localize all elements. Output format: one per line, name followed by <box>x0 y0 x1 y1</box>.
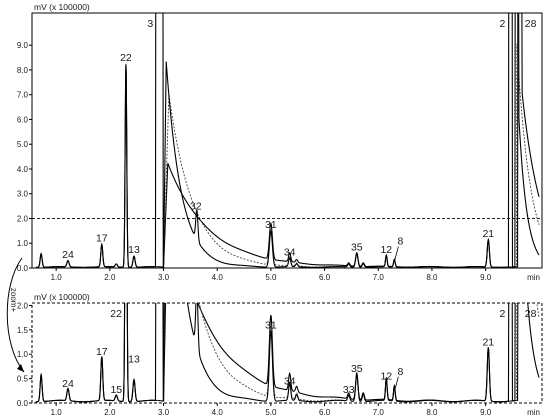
zoom-label: zoom+ <box>9 288 18 313</box>
top-chromatogram-panel: 0.0 1.0 2.0 3.0 4.0 5.0 6.0 7.0 8.0 9.0 1.0 2.0 3.0 4… <box>17 2 543 282</box>
y-tick-label: 8.0 <box>17 66 29 75</box>
peak-label: 24 <box>62 249 74 261</box>
zoom-arrow-head <box>17 364 24 372</box>
peak-label: 12 <box>380 244 392 256</box>
peak-label: 17 <box>96 233 108 245</box>
x-tick-label: 6.0 <box>319 273 331 282</box>
chromatogram-trace-dashed <box>35 43 540 268</box>
peak-label: 35 <box>351 363 363 375</box>
peak-label: 13 <box>128 353 140 365</box>
x-tick-label: 2.0 <box>104 408 116 417</box>
y-tick-label: 0.0 <box>17 264 29 273</box>
peak-label: 8 <box>397 236 403 248</box>
peak-label: 28 <box>525 308 537 320</box>
peak-label: 2 <box>500 18 506 30</box>
peak-leader-line <box>394 246 399 260</box>
y-tick-label: 9.0 <box>17 41 29 50</box>
x-tick-label: 3.0 <box>158 273 170 282</box>
peak-label: 8 <box>397 366 403 378</box>
x-tick-label: 9.0 <box>480 273 492 282</box>
plot-frame <box>31 12 543 269</box>
y-tick-label: 0.5 <box>17 375 29 384</box>
y-tick-label: 2.0 <box>17 301 29 310</box>
x-tick-label: 9.0 <box>480 408 492 417</box>
y-tick-label: 4.0 <box>17 165 29 174</box>
x-tick-label: 7.0 <box>373 408 385 417</box>
y-axis-label: mV (x 100000) <box>34 2 90 12</box>
peak-label: 24 <box>62 378 74 390</box>
y-tick-label: 7.0 <box>17 91 29 100</box>
x-axis-label: min <box>527 408 540 417</box>
peak-label: 21 <box>482 228 494 240</box>
x-axis-label: min <box>527 273 540 282</box>
x-tick-label: 5.0 <box>265 408 277 417</box>
peak-label: 12 <box>380 370 392 382</box>
peak-label: 28 <box>525 18 537 30</box>
peak-label: 31 <box>265 319 277 331</box>
chromatogram-trace-main <box>35 303 540 403</box>
peak-label: 35 <box>351 241 363 253</box>
peak-label: 2 <box>500 308 506 320</box>
x-tick-label: 3.0 <box>158 408 170 417</box>
peak-leader-line <box>394 376 399 390</box>
y-axis-label: mV (x 100000) <box>34 292 90 302</box>
x-tick-label: 8.0 <box>426 273 438 282</box>
y-tick-label: 1.5 <box>17 326 29 335</box>
peak-label: 22 <box>120 52 132 64</box>
y-tick-label: 1.0 <box>17 350 29 359</box>
chromatogram-trace-main <box>35 13 540 268</box>
x-tick-label: 6.0 <box>319 408 331 417</box>
y-tick-label: 6.0 <box>17 115 29 124</box>
zoom-annotation: zoom+ <box>6 257 25 373</box>
x-tick-label: 4.0 <box>212 273 224 282</box>
peak-label: 31 <box>265 219 277 231</box>
x-tick-label: 1.0 <box>51 273 63 282</box>
zoom-arrow <box>6 257 25 373</box>
peak-label: 22 <box>110 308 122 320</box>
chromatogram-trace-second <box>35 13 540 268</box>
x-tick-label: 5.0 <box>265 273 277 282</box>
peak-label: 34 <box>284 375 296 387</box>
y-tick-label: 1.0 <box>17 239 29 248</box>
x-tick-label: 4.0 <box>212 408 224 417</box>
peak-label: 33 <box>343 384 355 396</box>
plot-frame <box>31 302 543 404</box>
y-tick-label: 0.0 <box>17 399 29 408</box>
peak-label: 15 <box>110 384 122 396</box>
x-tick-label: 2.0 <box>104 273 116 282</box>
x-tick-label: 7.0 <box>373 273 385 282</box>
peak-label: 3 <box>147 18 153 30</box>
x-tick-label: 1.0 <box>51 408 63 417</box>
peak-label: 34 <box>284 246 296 258</box>
peak-label: 13 <box>128 244 140 256</box>
peak-label: 21 <box>482 336 494 348</box>
zoomed-chromatogram-panel: 0.0 0.5 1.0 1.5 2.0 1.0 2.0 3.0 4.0 5.0 6.0 7.0 8.0 9… <box>17 292 543 417</box>
peak-label: 32 <box>190 201 202 213</box>
y-tick-label: 3.0 <box>17 190 29 199</box>
peak-label: 17 <box>96 346 108 358</box>
x-tick-label: 8.0 <box>426 408 438 417</box>
y-tick-label: 5.0 <box>17 140 29 149</box>
y-tick-label: 2.0 <box>17 214 29 223</box>
